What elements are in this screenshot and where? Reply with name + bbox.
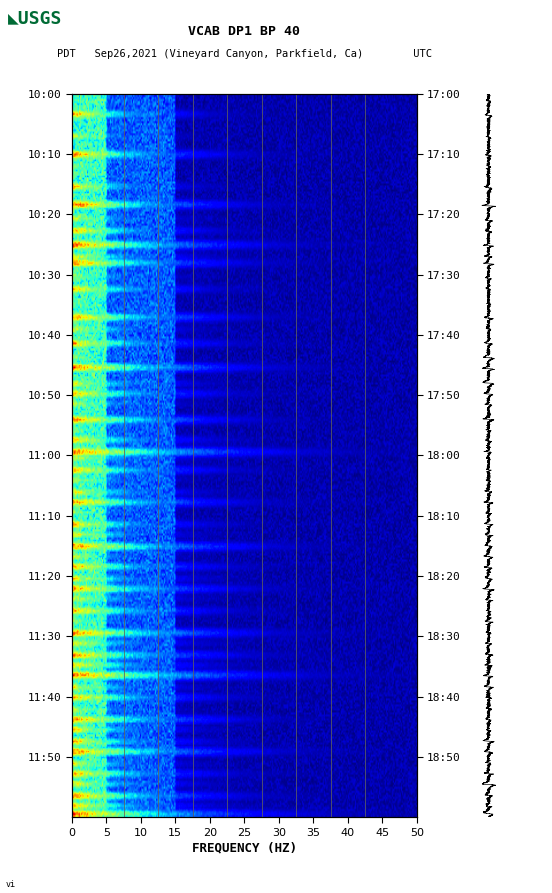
Text: vi: vi (6, 880, 15, 889)
Text: PDT   Sep26,2021 (Vineyard Canyon, Parkfield, Ca)        UTC: PDT Sep26,2021 (Vineyard Canyon, Parkfie… (57, 48, 432, 59)
X-axis label: FREQUENCY (HZ): FREQUENCY (HZ) (192, 842, 297, 855)
Text: ◣USGS: ◣USGS (8, 9, 63, 27)
Text: VCAB DP1 BP 40: VCAB DP1 BP 40 (188, 25, 300, 38)
